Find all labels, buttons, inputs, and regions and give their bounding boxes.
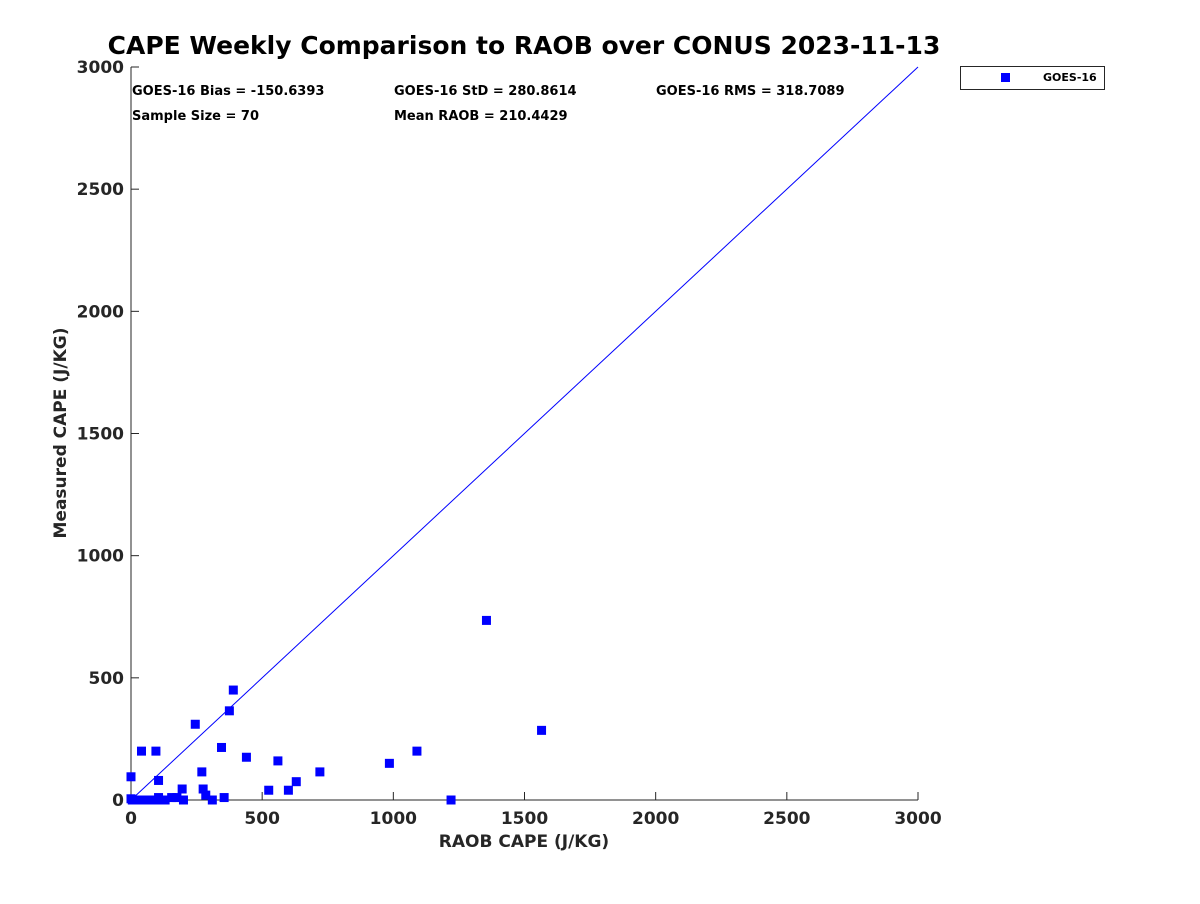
data-point xyxy=(219,793,229,803)
stat-annotation: GOES-16 Bias = -150.6393 xyxy=(132,84,324,99)
x-tick-label: 1500 xyxy=(501,809,548,829)
y-axis-label: Measured CAPE (J/KG) xyxy=(51,328,71,539)
data-point xyxy=(172,793,182,803)
x-tick-label: 3000 xyxy=(894,809,941,829)
data-point xyxy=(160,795,170,805)
data-point xyxy=(136,746,146,756)
data-point xyxy=(446,795,456,805)
x-tick-label: 2000 xyxy=(632,809,679,829)
y-tick-label: 1000 xyxy=(77,547,124,567)
data-point xyxy=(207,795,217,805)
data-point xyxy=(481,615,491,625)
x-tick-label: 500 xyxy=(244,809,280,829)
x-tick-label: 1000 xyxy=(370,809,417,829)
legend-label-goes-16: GOES-16 xyxy=(1043,71,1097,84)
data-point xyxy=(224,706,234,716)
data-point xyxy=(167,793,177,803)
y-tick-label: 2500 xyxy=(77,180,124,200)
data-point xyxy=(384,758,394,768)
data-point xyxy=(177,784,187,794)
data-point xyxy=(151,746,161,756)
data-point xyxy=(315,767,325,777)
one-to-one-line xyxy=(130,66,919,801)
stat-annotation: GOES-16 StD = 280.8614 xyxy=(394,84,577,99)
data-point xyxy=(198,784,208,794)
data-point xyxy=(201,790,211,800)
stat-annotation: Sample Size = 70 xyxy=(132,109,259,124)
data-point xyxy=(291,777,301,787)
y-tick-label: 2000 xyxy=(77,302,124,322)
data-point xyxy=(283,785,293,795)
legend: GOES-16 xyxy=(960,66,1105,90)
data-point xyxy=(190,719,200,729)
chart-title: CAPE Weekly Comparison to RAOB over CONU… xyxy=(108,31,941,60)
legend-marker-goes-16 xyxy=(1001,73,1010,82)
x-axis-label: RAOB CAPE (J/KG) xyxy=(439,832,609,852)
x-tick-label: 2500 xyxy=(763,809,810,829)
data-point xyxy=(197,767,207,777)
stats-annotations: GOES-16 Bias = -150.6393 GOES-16 StD = 28… xyxy=(132,84,845,124)
data-point xyxy=(217,742,227,752)
data-point xyxy=(241,752,251,762)
data-point xyxy=(154,775,164,785)
legend-box xyxy=(960,66,1105,90)
y-tick-label: 1500 xyxy=(77,425,124,445)
x-tick-label: 0 xyxy=(125,809,137,829)
plot-area: 0 500 1000 1500 2000 2500 3000 0 500 1000 1500 2000… xyxy=(77,58,942,829)
y-tick-label: 500 xyxy=(89,669,125,689)
data-point xyxy=(228,685,238,695)
y-tick-label: 3000 xyxy=(77,58,124,78)
y-tick-label: 0 xyxy=(112,791,124,811)
data-point xyxy=(126,772,136,782)
data-point xyxy=(178,795,188,805)
data-point xyxy=(412,746,422,756)
data-point xyxy=(537,725,547,735)
data-point xyxy=(264,785,274,795)
stat-annotation: GOES-16 RMS = 318.7089 xyxy=(656,84,845,99)
data-point xyxy=(273,756,283,766)
stat-annotation: Mean RAOB = 210.4429 xyxy=(394,109,568,124)
